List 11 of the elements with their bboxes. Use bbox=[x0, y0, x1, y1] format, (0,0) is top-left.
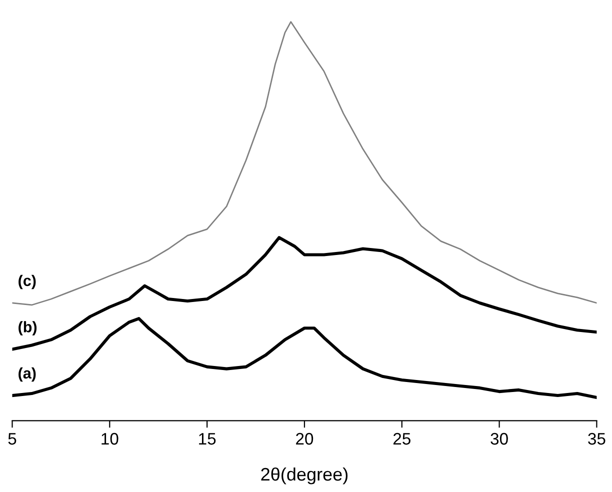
series-label: (b) bbox=[18, 321, 37, 336]
x-tick-label: 20 bbox=[296, 432, 314, 445]
x-tick-label: 30 bbox=[490, 432, 508, 445]
x-tick-label: 5 bbox=[8, 433, 16, 445]
x-tick-label: 35 bbox=[588, 432, 606, 445]
x-tick-label: 25 bbox=[393, 432, 410, 445]
x-tick-label: 15 bbox=[199, 433, 216, 445]
series-label: (c) bbox=[18, 274, 36, 290]
x-tick-label: 10 bbox=[102, 432, 118, 445]
series-label: (a) bbox=[18, 367, 36, 382]
x-axis-title: 2θ(degree) bbox=[261, 467, 348, 484]
